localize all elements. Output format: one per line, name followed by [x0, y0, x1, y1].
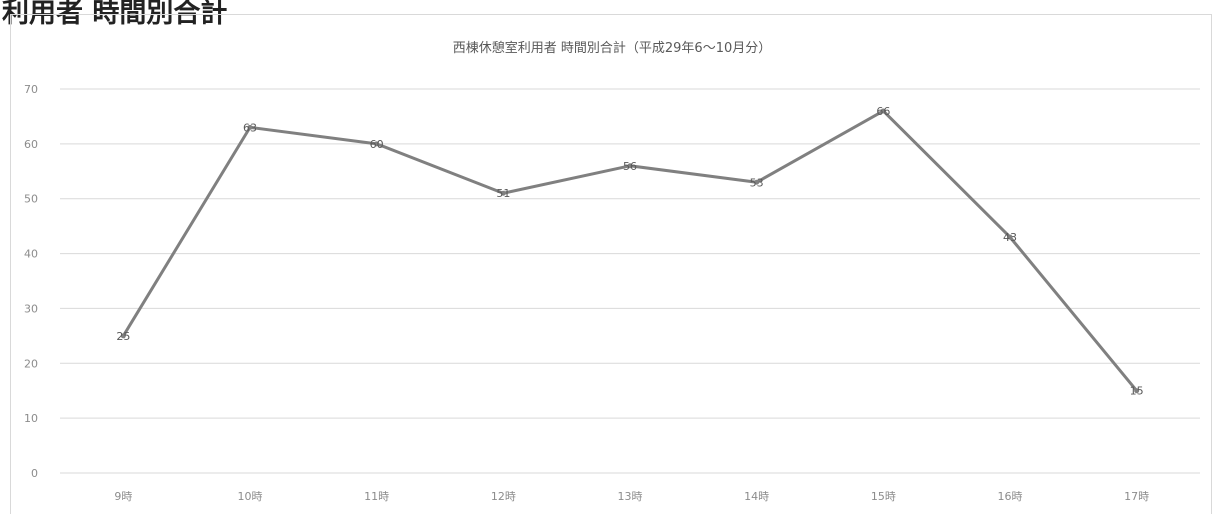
y-axis-ticks: 0 10 20 30 40 50 60 70 — [24, 83, 38, 480]
y-tick-label: 50 — [24, 193, 38, 206]
y-tick-label: 20 — [24, 357, 38, 370]
data-point — [374, 141, 380, 147]
data-labels: 25 63 60 51 56 53 66 43 15 — [116, 105, 1143, 398]
chart-title: 西棟休憩室利用者 時間別合計（平成29年6～10月分） — [453, 40, 772, 56]
x-tick-label: 14時 — [744, 490, 769, 503]
x-tick-label: 9時 — [114, 490, 132, 503]
x-tick-label: 11時 — [364, 490, 389, 503]
data-label: 51 — [496, 187, 510, 200]
series-layer — [120, 108, 1140, 394]
data-point — [754, 179, 760, 185]
x-tick-label: 10時 — [238, 490, 263, 503]
x-tick-label: 17時 — [1124, 490, 1149, 503]
data-label: 25 — [116, 330, 130, 343]
y-tick-label: 70 — [24, 83, 38, 96]
chart-frame — [10, 14, 1212, 514]
data-label: 43 — [1003, 231, 1017, 244]
x-tick-label: 13時 — [618, 490, 643, 503]
data-label: 56 — [623, 160, 637, 173]
data-label: 66 — [876, 105, 890, 118]
x-tick-label: 16時 — [998, 490, 1023, 503]
data-point — [1007, 234, 1013, 240]
y-tick-label: 0 — [31, 467, 38, 480]
x-tick-label: 12時 — [491, 490, 516, 503]
data-point — [1134, 388, 1140, 394]
x-axis-ticks: 9時 10時 11時 12時 13時 14時 15時 16時 17時 — [114, 490, 1149, 503]
y-tick-label: 60 — [24, 138, 38, 151]
data-label: 60 — [370, 138, 384, 151]
y-tick-label: 10 — [24, 412, 38, 425]
gridlines — [60, 88, 1200, 474]
data-label: 53 — [750, 176, 764, 189]
y-tick-label: 40 — [24, 248, 38, 261]
data-label: 15 — [1130, 385, 1144, 398]
data-point — [120, 333, 126, 339]
data-point — [627, 163, 633, 169]
data-point — [880, 108, 886, 114]
series-line — [122, 109, 1138, 392]
y-tick-label: 30 — [24, 302, 38, 315]
data-label: 63 — [243, 121, 257, 134]
data-point — [247, 124, 253, 130]
x-tick-label: 15時 — [871, 490, 896, 503]
data-point — [500, 190, 506, 196]
